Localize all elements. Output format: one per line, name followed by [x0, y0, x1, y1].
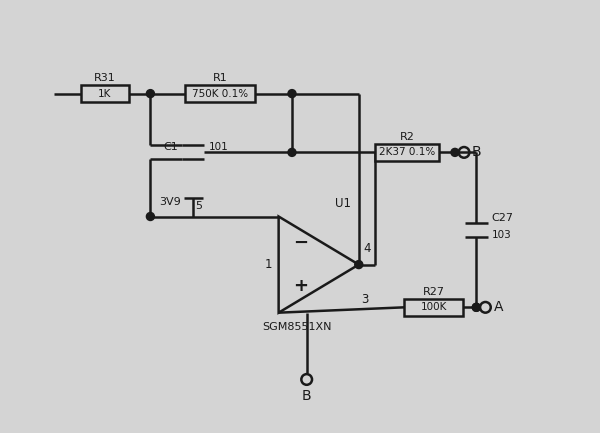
- Text: +: +: [293, 277, 308, 295]
- Text: 3: 3: [361, 293, 369, 306]
- Circle shape: [472, 304, 481, 311]
- Circle shape: [451, 149, 459, 156]
- Text: 5: 5: [195, 201, 202, 211]
- Text: SGM8551XN: SGM8551XN: [263, 322, 332, 332]
- Text: R31: R31: [94, 73, 116, 83]
- Text: R2: R2: [400, 132, 414, 142]
- Text: R27: R27: [422, 287, 445, 297]
- Text: A: A: [493, 301, 503, 314]
- Bar: [375, 144, 439, 161]
- Bar: [81, 85, 129, 102]
- Circle shape: [146, 213, 154, 220]
- Text: 100K: 100K: [421, 302, 447, 312]
- Circle shape: [472, 304, 481, 311]
- Text: C27: C27: [492, 213, 514, 223]
- Circle shape: [146, 90, 154, 97]
- Text: 1: 1: [265, 258, 272, 271]
- Text: U1: U1: [335, 197, 351, 210]
- Text: 3V9: 3V9: [160, 197, 181, 207]
- Text: 1K: 1K: [98, 89, 112, 99]
- Text: 750K 0.1%: 750K 0.1%: [192, 89, 248, 99]
- Text: B: B: [472, 145, 482, 159]
- Text: 103: 103: [492, 230, 512, 240]
- Circle shape: [288, 149, 296, 156]
- Text: 2K37 0.1%: 2K37 0.1%: [379, 147, 435, 157]
- Text: R1: R1: [212, 73, 227, 83]
- Bar: [404, 299, 463, 316]
- Text: 101: 101: [209, 142, 229, 152]
- Bar: [185, 85, 254, 102]
- Text: B: B: [302, 389, 311, 403]
- Circle shape: [288, 90, 296, 97]
- Circle shape: [355, 261, 363, 268]
- Text: C1: C1: [163, 142, 178, 152]
- Text: −: −: [293, 234, 308, 252]
- Text: 4: 4: [363, 242, 371, 255]
